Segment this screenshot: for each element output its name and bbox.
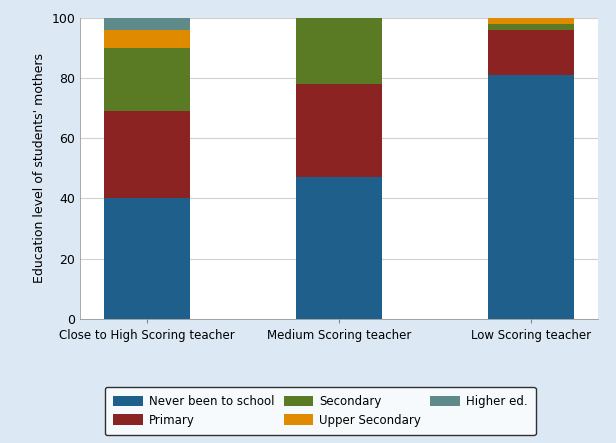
Bar [103,198,190,319]
Bar [296,177,382,319]
Bar [296,18,382,84]
Bar [488,30,574,75]
Legend: Never been to school, Primary, Secondary, Upper Secondary, Higher ed.: Never been to school, Primary, Secondary… [105,387,536,435]
Bar [103,30,190,48]
Bar [103,18,190,30]
Bar [488,15,574,24]
Bar [488,24,574,30]
Bar [296,84,382,177]
Bar [103,48,190,111]
Bar [488,75,574,319]
Bar [296,6,382,18]
Bar [296,0,382,6]
Bar [103,111,190,198]
Y-axis label: Education level of students' mothers: Education level of students' mothers [33,53,46,284]
